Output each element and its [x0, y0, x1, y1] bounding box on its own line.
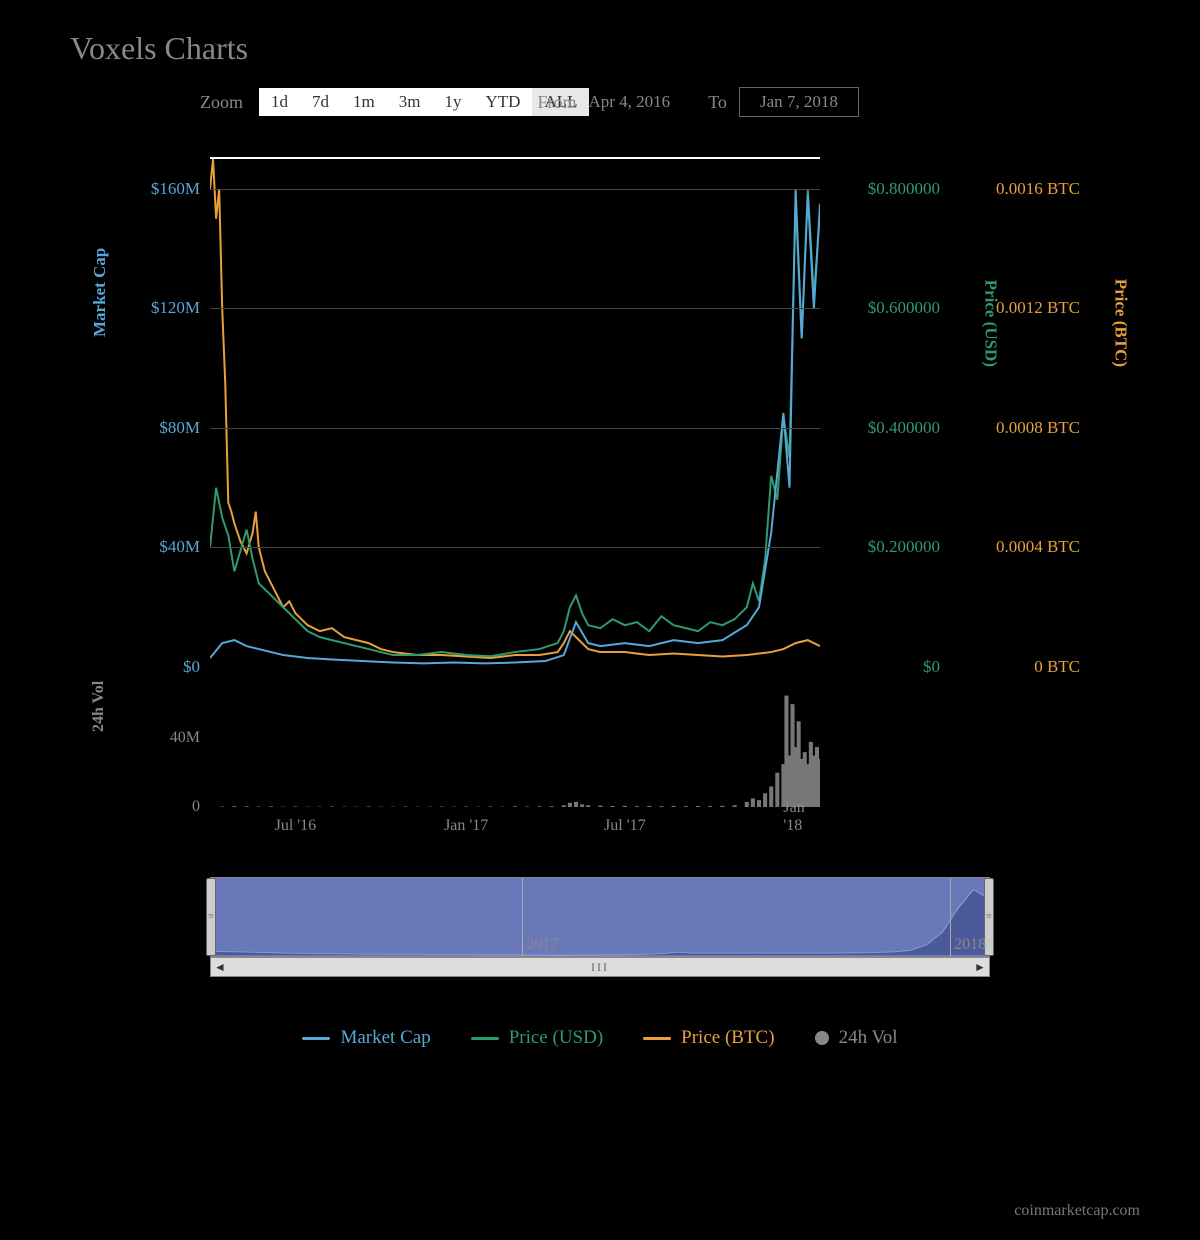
y-left-tick: $80M	[110, 418, 200, 438]
x-tick: Jan '17	[444, 817, 488, 835]
legend-item-price-btc-[interactable]: Price (BTC)	[643, 1027, 774, 1049]
navigator-handle-left[interactable]: ≡	[206, 878, 216, 956]
legend: Market Cap Price (USD) Price (BTC) 24h Vol	[60, 1027, 1140, 1049]
from-label: From	[537, 92, 576, 113]
navigator-scrollbar[interactable]: ◄ III ►	[210, 957, 990, 977]
scroll-right-icon[interactable]: ►	[971, 960, 989, 975]
grid-line	[210, 308, 820, 309]
volume-plot-area[interactable]: 040MJul '16Jan '17Jul '17Jan '18	[210, 687, 820, 807]
zoom-button-7d[interactable]: 7d	[300, 88, 341, 116]
chart-container: Voxels Charts Zoom 1d7d1m3m1yYTDALL From…	[60, 0, 1140, 1069]
page-title: Voxels Charts	[60, 20, 1140, 87]
nav-year-line	[950, 878, 951, 956]
x-tick: Jul '16	[275, 817, 317, 835]
zoom-button-1m[interactable]: 1m	[341, 88, 387, 116]
nav-year-label: 2017	[526, 936, 558, 954]
legend-label: Price (USD)	[509, 1027, 603, 1049]
y-right1-tick: $0.800000	[868, 179, 940, 199]
y-right1-tick: $0.200000	[868, 537, 940, 557]
y-left-tick: $40M	[110, 537, 200, 557]
legend-swatch	[643, 1037, 671, 1040]
y-right2-tick: 0 BTC	[1034, 657, 1080, 677]
y-right2-tick: 0.0012 BTC	[996, 298, 1080, 318]
y-right1-tick: $0.400000	[868, 418, 940, 438]
y-right2-tick: 0.0004 BTC	[996, 537, 1080, 557]
navigator: ≡ ≡ 20172018 ◄ III ►	[210, 877, 990, 987]
legend-item-price-usd-[interactable]: Price (USD)	[471, 1027, 603, 1049]
chart-plot-area[interactable]: $0$00 BTC$40M$0.2000000.0004 BTC$80M$0.4…	[210, 157, 820, 667]
x-tick: Jan '18	[783, 799, 807, 835]
axis-title-price-usd: Price (USD)	[980, 280, 1000, 367]
y-left-tick: $120M	[110, 298, 200, 318]
y-right2-tick: 0.0016 BTC	[996, 179, 1080, 199]
legend-item-market-cap[interactable]: Market Cap	[302, 1027, 430, 1049]
zoom-button-1y[interactable]: 1y	[432, 88, 473, 116]
axis-title-volume: 24h Vol	[90, 681, 108, 732]
attribution: coinmarketcap.com	[1014, 1202, 1140, 1220]
volume-chart: 24h Vol 040MJul '16Jan '17Jul '17Jan '18	[100, 687, 1100, 837]
controls-row: Zoom 1d7d1m3m1yYTDALL From Apr 4, 2016 T…	[60, 87, 1140, 127]
y-right1-tick: $0	[923, 657, 940, 677]
scroll-left-icon[interactable]: ◄	[211, 960, 229, 975]
grid-line	[210, 547, 820, 548]
nav-year-label: 2018	[954, 936, 986, 954]
legend-swatch	[471, 1037, 499, 1040]
legend-swatch	[302, 1037, 330, 1040]
legend-item-24h-vol[interactable]: 24h Vol	[815, 1027, 898, 1049]
axis-title-price-btc: Price (BTC)	[1110, 279, 1130, 367]
y-right1-tick: $0.600000	[868, 298, 940, 318]
zoom-label: Zoom	[200, 92, 243, 113]
from-date: Apr 4, 2016	[588, 92, 670, 112]
main-chart: Market Cap Price (USD) Price (BTC) $0$00…	[100, 147, 1100, 687]
y-left-tick: $0	[110, 657, 200, 677]
legend-swatch	[815, 1031, 829, 1045]
zoom-button-3m[interactable]: 3m	[387, 88, 433, 116]
legend-label: Market Cap	[340, 1027, 430, 1049]
vol-y-tick: 40M	[170, 729, 200, 747]
y-right2-tick: 0.0008 BTC	[996, 418, 1080, 438]
to-date-input[interactable]: Jan 7, 2018	[739, 87, 859, 117]
scroll-track[interactable]: III	[229, 960, 971, 975]
x-tick: Jul '17	[604, 817, 646, 835]
navigator-chart[interactable]: ≡ ≡ 20172018	[210, 877, 990, 957]
nav-year-line	[522, 878, 523, 956]
zoom-button-ytd[interactable]: YTD	[473, 88, 532, 116]
zoom-button-1d[interactable]: 1d	[259, 88, 300, 116]
y-left-tick: $160M	[110, 179, 200, 199]
vol-y-tick: 0	[192, 798, 200, 816]
legend-label: 24h Vol	[839, 1027, 898, 1049]
to-label: To	[708, 92, 727, 113]
legend-label: Price (BTC)	[681, 1027, 774, 1049]
grid-line	[210, 428, 820, 429]
grid-line	[210, 189, 820, 190]
axis-title-marketcap: Market Cap	[90, 248, 110, 337]
